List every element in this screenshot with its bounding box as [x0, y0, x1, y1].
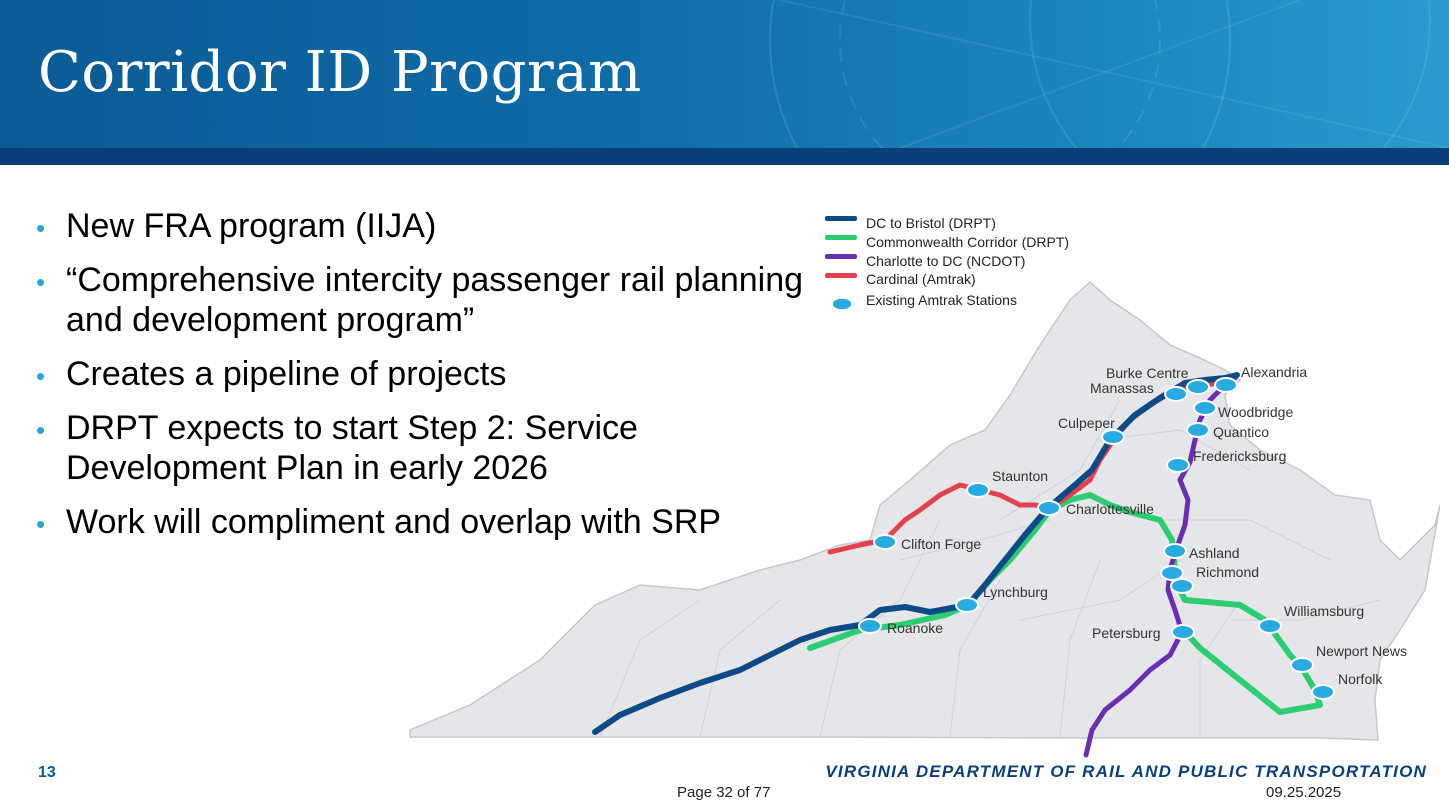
- legend-swatch-charlotte-dc: [825, 254, 857, 259]
- station-icon-roanoke: [858, 618, 882, 634]
- legend-label: DC to Bristol (DRPT): [866, 215, 996, 231]
- bullet-text: New FRA program (IIJA): [66, 207, 437, 245]
- bullet-text: Creates a pipeline of projects: [66, 355, 507, 393]
- bullet-icon: •: [36, 361, 46, 391]
- station-label-roanoke: Roanoke: [887, 620, 943, 636]
- bullet-item: • “Comprehensive intercity passenger rail…: [36, 260, 816, 340]
- bullet-text: Work will compliment and overlap with SR…: [66, 503, 722, 541]
- map-legend: DC to Bristol (DRPT) Commonwealth Corrid…: [825, 215, 1069, 311]
- bullet-list: • New FRA program (IIJA) • “Comprehensive …: [36, 206, 816, 556]
- banner-decoration: [769, 0, 1449, 148]
- station-icon-clifton-forge: [873, 534, 897, 550]
- bullet-icon: •: [36, 509, 46, 539]
- page-indicator: Page 32 of 77: [677, 784, 771, 801]
- title-underline-band: [0, 148, 1449, 165]
- page-title: Corridor ID Program: [38, 40, 642, 105]
- station-label-quantico: Quantico: [1213, 424, 1269, 440]
- station-label-culpeper: Culpeper: [1058, 415, 1115, 431]
- station-label-fredericksburg: Fredericksburg: [1193, 448, 1286, 464]
- legend-swatch-cardinal: [825, 273, 857, 278]
- station-icon-charlottesville: [1037, 500, 1061, 516]
- agency-name: VIRGINIA DEPARTMENT OF RAIL AND PUBLIC T…: [825, 762, 1427, 781]
- bullet-text: DRPT expects to start Step 2: Service De…: [66, 409, 638, 487]
- legend-swatch-dc-bristol: [825, 216, 857, 221]
- bullet-item: • New FRA program (IIJA): [36, 206, 816, 246]
- station-icon-manassas: [1164, 386, 1188, 402]
- legend-label: Charlotte to DC (NCDOT): [866, 253, 1025, 269]
- bullet-icon: •: [36, 415, 46, 445]
- station-icon-richmond-2: [1170, 578, 1194, 594]
- bullet-icon: •: [36, 213, 46, 243]
- station-label-ashland: Ashland: [1189, 545, 1240, 561]
- station-icon-newport-news: [1290, 657, 1314, 673]
- title-banner: Corridor ID Program: [0, 0, 1449, 148]
- bullet-item: • DRPT expects to start Step 2: Service D…: [36, 408, 816, 488]
- station-label-newport-news: Newport News: [1316, 643, 1407, 659]
- virginia-rail-map: DC to Bristol (DRPT) Commonwealth Corrid…: [409, 215, 1440, 758]
- station-icon-culpeper: [1101, 429, 1125, 445]
- bullet-item: • Creates a pipeline of projects: [36, 354, 816, 394]
- station-icon-quantico: [1186, 422, 1210, 438]
- legend-label: Commonwealth Corridor (DRPT): [866, 234, 1069, 250]
- station-icon-burke-centre: [1186, 379, 1210, 395]
- station-icon-ashland: [1163, 543, 1187, 559]
- bullet-item: • Work will compliment and overlap with S…: [36, 502, 816, 542]
- document-date: 09.25.2025: [1266, 784, 1342, 801]
- station-label-clifton-forge: Clifton Forge: [901, 536, 981, 552]
- station-icon-fredericksburg: [1166, 457, 1190, 473]
- station-label-charlottesville: Charlottesville: [1066, 501, 1154, 517]
- station-icon-alexandria: [1214, 377, 1238, 393]
- station-label-manassas: Manassas: [1090, 380, 1154, 396]
- station-label-williamsburg: Williamsburg: [1284, 603, 1364, 619]
- legend-swatch-commonwealth: [825, 235, 857, 240]
- station-icon-lynchburg: [955, 597, 979, 613]
- slide-number: 13: [38, 764, 56, 781]
- station-label-richmond: Richmond: [1196, 564, 1259, 580]
- station-icon-staunton: [966, 482, 990, 498]
- station-icon-woodbridge: [1193, 400, 1217, 416]
- station-icon-richmond-1: [1160, 565, 1184, 581]
- station-label-burke-centre: Burke Centre: [1106, 365, 1189, 381]
- station-icon-norfolk: [1311, 684, 1335, 700]
- station-icon-williamsburg: [1258, 618, 1282, 634]
- station-labels: Burke Centre Manassas Alexandria Woodbri…: [887, 364, 1407, 687]
- station-label-staunton: Staunton: [992, 468, 1048, 484]
- station-label-lynchburg: Lynchburg: [983, 584, 1048, 600]
- station-label-alexandria: Alexandria: [1241, 364, 1307, 380]
- station-label-norfolk: Norfolk: [1338, 671, 1383, 687]
- route-dc-to-bristol: [592, 372, 1240, 735]
- legend-station-icon: [831, 297, 853, 311]
- station-markers: [858, 377, 1335, 700]
- station-icon-petersburg: [1171, 624, 1195, 640]
- bullet-icon: •: [36, 267, 46, 297]
- legend-label: Existing Amtrak Stations: [866, 292, 1017, 308]
- station-label-petersburg: Petersburg: [1092, 625, 1160, 641]
- bullet-text: “Comprehensive intercity passenger rail …: [66, 261, 804, 339]
- station-label-woodbridge: Woodbridge: [1218, 404, 1293, 420]
- legend-label: Cardinal (Amtrak): [866, 271, 976, 287]
- virginia-state-shape: [409, 280, 1440, 741]
